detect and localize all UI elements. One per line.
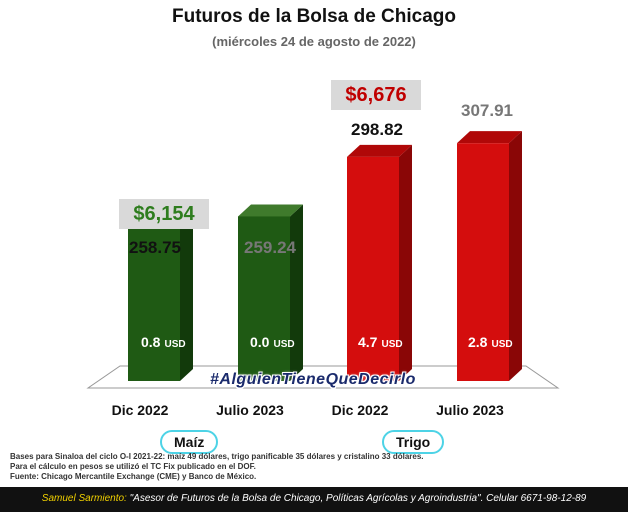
change-label-3: 4.7 USD (358, 334, 403, 350)
x-tick-label-2: Julio 2023 (216, 402, 284, 418)
chart-title: Futuros de la Bolsa de Chicago (172, 6, 456, 27)
change-label-4: 2.8 USD (468, 334, 513, 350)
footer-author: Samuel Sarmiento: (41, 493, 127, 504)
footnotes: Bases para Sinaloa del ciclo O-I 2021-22… (10, 452, 424, 482)
bar-1 (128, 205, 193, 381)
group-label-maiz: Maíz (160, 430, 219, 454)
x-tick-label-4: Julio 2023 (436, 402, 504, 418)
footnote-line: Bases para Sinaloa del ciclo O-I 2021-22… (10, 452, 424, 461)
change-unit: USD (164, 339, 186, 350)
value-label-4: 307.91 (461, 101, 513, 120)
chart-floor (86, 365, 560, 389)
footer-bar (0, 487, 628, 512)
hashtag-watermark: #AlguienTieneQueDecirlo (210, 371, 416, 388)
x-tick-label-1: Dic 2022 (111, 402, 169, 418)
value-label-3: 298.82 (351, 120, 403, 139)
price-label-trigo: $6,676 (331, 80, 421, 110)
change-value: 4.7 (358, 334, 378, 350)
change-unit: USD (491, 339, 513, 350)
bar-3 (347, 144, 412, 381)
footnote-line: Fuente: Chicago Mercantile Exchange (CME… (10, 472, 257, 481)
change-value: 2.8 (468, 334, 488, 350)
change-label-1: 0.8 USD (141, 334, 186, 350)
bar-2 (238, 204, 303, 381)
change-label-2: 0.0 USD (250, 334, 295, 350)
group-label-trigo: Trigo (382, 430, 445, 454)
value-label-1: 258.75 (129, 238, 181, 257)
change-value: 0.0 (250, 334, 270, 350)
change-unit: USD (381, 339, 403, 350)
x-tick-label-3: Dic 2022 (331, 402, 389, 418)
change-unit: USD (273, 339, 295, 350)
value-label-2: 259.24 (244, 238, 296, 257)
bar-4 (457, 131, 522, 381)
footer-text: Samuel Sarmiento: "Asesor de Futuros de … (0, 493, 628, 504)
change-value: 0.8 (141, 334, 161, 350)
chart-subtitle: (miércoles 24 de agosto de 2022) (212, 34, 416, 49)
footer-description: "Asesor de Futuros de la Bolsa de Chicag… (126, 493, 587, 504)
price-label-maiz: $6,154 (119, 199, 209, 229)
footnote-line: Para el cálculo en pesos se utilizó el T… (10, 462, 256, 471)
